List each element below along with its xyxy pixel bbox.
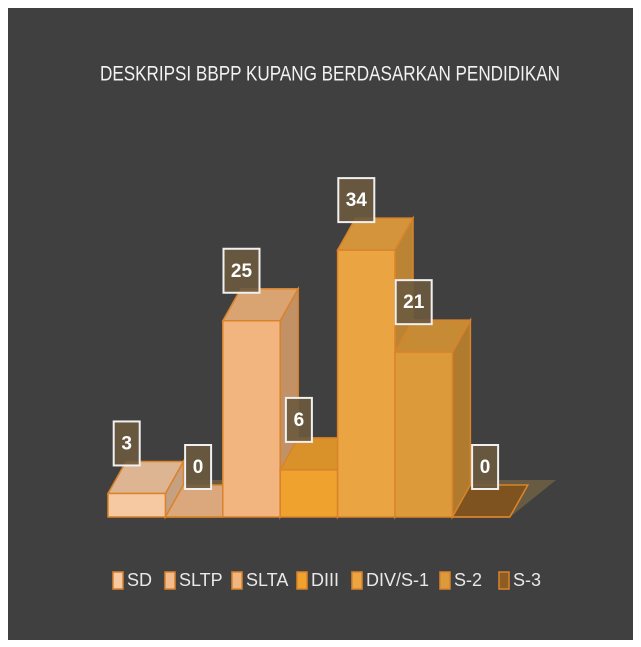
legend-label: DIII	[311, 570, 339, 590]
data-label-box	[337, 177, 376, 224]
data-label-box	[284, 396, 313, 443]
legend-label: S-2	[454, 570, 482, 590]
legend-swatch	[112, 571, 124, 590]
data-label-box	[394, 279, 433, 326]
bar-front	[107, 492, 167, 518]
legend-label: SLTP	[179, 570, 223, 590]
legend-label: SD	[127, 570, 152, 590]
legend-swatch	[498, 571, 510, 590]
bar	[164, 484, 243, 518]
legend-label: S-3	[513, 570, 541, 590]
data-label: 34	[346, 190, 368, 211]
legend-swatch	[351, 571, 363, 590]
legend-swatch	[164, 571, 176, 590]
data-label: 21	[403, 292, 425, 313]
bar	[106, 458, 185, 520]
legend-swatch	[231, 571, 243, 590]
bar-side	[451, 317, 472, 520]
data-label-box	[112, 420, 141, 467]
legend-swatch	[296, 571, 308, 590]
bar-front	[279, 469, 339, 518]
bar	[393, 317, 472, 520]
data-label: 3	[121, 433, 132, 454]
data-label: 6	[294, 410, 305, 431]
chart-title: DESKRIPSI BBPP KUPANG BERDASARKAN PENDID…	[100, 63, 560, 86]
bar	[451, 484, 530, 518]
legend-label: SLTA	[246, 570, 288, 590]
bar-front	[394, 351, 454, 518]
bar-front	[336, 249, 396, 518]
data-label: 25	[231, 261, 253, 282]
legend-swatch	[439, 571, 451, 590]
data-label-box	[471, 444, 500, 490]
legend-label: DIV/S-1	[366, 570, 429, 590]
data-label-box	[184, 444, 213, 490]
data-label-box	[222, 247, 261, 294]
bar-front	[222, 320, 281, 518]
chart-background	[8, 8, 633, 640]
data-label: 0	[193, 457, 204, 478]
data-label: 0	[480, 457, 491, 478]
